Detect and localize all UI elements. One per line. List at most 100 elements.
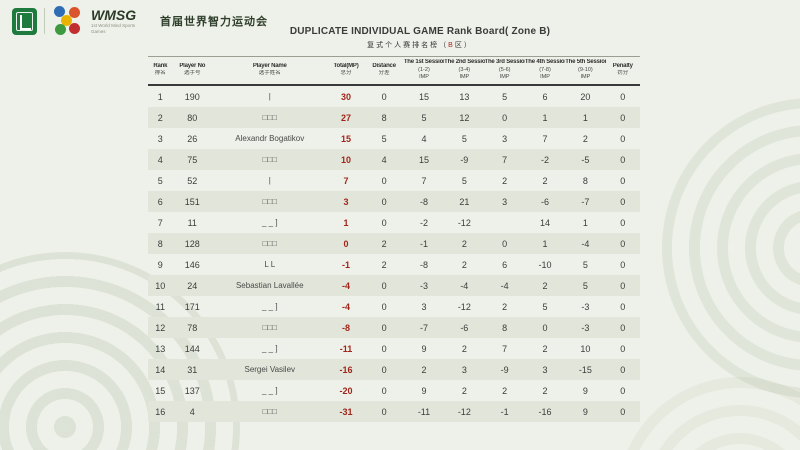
player-name-cell: | xyxy=(268,92,271,102)
table-row: 3 26 Alexandr Bogatikov 15 5 4 5 3 7 2 0 xyxy=(148,128,640,149)
table-row: 10 24 Sebastian Lavallée -4 0 -3 -4 -4 2 5 0 xyxy=(148,275,640,297)
rank-cell: 1 xyxy=(157,91,163,102)
session-4-cell: 1 xyxy=(542,238,548,249)
rank-cell: 13 xyxy=(155,343,166,354)
rank-cell: 9 xyxy=(157,259,163,270)
session-1-cell: 9 xyxy=(421,385,427,396)
table-row: 12 78 □□□ -8 0 -7 -6 8 0 -3 0 xyxy=(148,317,640,339)
distance-cell: 0 xyxy=(381,91,387,102)
table-row: 4 75 □□□ 10 4 15 -9 7 -2 -5 0 xyxy=(148,149,640,171)
distance-cell: 2 xyxy=(381,259,387,270)
col-header-1: Player No 选手号 xyxy=(179,62,206,77)
player-name-cell: Alexandr Bogatikov xyxy=(235,134,305,144)
distance-cell: 0 xyxy=(381,217,387,228)
penalty-cell: 0 xyxy=(620,364,626,375)
session-3-cell: 7 xyxy=(502,343,508,354)
total-cell: 30 xyxy=(341,91,352,102)
total-cell: -1 xyxy=(342,259,351,270)
session-3-cell: 3 xyxy=(502,133,508,144)
player-name-cell: □□□ xyxy=(262,113,278,123)
total-cell: -16 xyxy=(339,364,353,375)
player-no-cell: 146 xyxy=(184,259,200,270)
session-4-cell: 2 xyxy=(542,280,548,291)
total-cell: -4 xyxy=(342,301,351,312)
session-5-cell: -15 xyxy=(578,364,592,375)
session-5-cell: 10 xyxy=(580,343,591,354)
table-row: 2 80 □□□ 27 8 5 12 0 1 1 0 xyxy=(148,107,640,129)
session-1-cell: 7 xyxy=(421,175,427,186)
penalty-cell: 0 xyxy=(620,280,626,291)
penalty-cell: 0 xyxy=(620,343,626,354)
player-no-cell: 137 xyxy=(184,385,200,396)
session-1-cell: 2 xyxy=(421,364,427,375)
col-header-0: Rank 排名 xyxy=(153,62,168,77)
session-3-cell: 7 xyxy=(502,154,508,165)
total-cell: 1 xyxy=(343,217,349,228)
event-chinese-title: 首届世界智力运动会 xyxy=(160,16,268,28)
player-no-cell: 151 xyxy=(184,196,200,207)
board-title: DUPLICATE INDIVIDUAL GAME Rank Board( Zo… xyxy=(289,26,551,37)
distance-cell: 0 xyxy=(381,322,387,333)
total-cell: -8 xyxy=(342,322,351,333)
player-no-cell: 75 xyxy=(187,154,198,165)
session-1-cell: -2 xyxy=(419,217,428,228)
session-1-cell: 9 xyxy=(421,343,427,354)
table-row: 5 52 | 7 0 7 5 2 2 8 0 xyxy=(148,170,640,191)
session-5-cell: -3 xyxy=(581,301,590,312)
table-row: 1 190 | 30 0 15 13 5 6 20 0 xyxy=(148,85,640,107)
penalty-cell: 0 xyxy=(620,259,626,270)
table-row: 6 151 □□□ 3 0 -8 21 3 -6 -7 0 xyxy=(148,191,640,213)
distance-cell: 0 xyxy=(381,364,387,375)
player-name-cell: □□□ xyxy=(262,323,278,333)
session-4-cell: 2 xyxy=(542,175,548,186)
session-2-cell: 12 xyxy=(459,112,470,123)
player-name-cell: L L xyxy=(264,260,276,270)
player-no-cell: 171 xyxy=(184,301,200,312)
player-no-cell: 31 xyxy=(187,364,198,375)
rank-cell: 10 xyxy=(155,280,166,291)
player-no-cell: 52 xyxy=(187,175,198,186)
table-row: 15 137 _ _ ] -20 0 9 2 2 2 9 0 xyxy=(148,380,640,401)
session-4-cell: -16 xyxy=(538,406,552,417)
distance-cell: 0 xyxy=(381,196,387,207)
penalty-cell: 0 xyxy=(620,238,626,249)
session-3-cell: -9 xyxy=(500,364,509,375)
total-cell: 7 xyxy=(343,175,349,186)
player-name-cell: □□□ xyxy=(262,155,278,165)
col-header-8: The 4th Session (7-8) IMP xyxy=(524,59,566,80)
table-row: 9 146 L L -1 2 -8 2 6 -10 5 0 xyxy=(148,254,640,275)
total-cell: 3 xyxy=(343,196,349,207)
session-5-cell: 5 xyxy=(582,280,588,291)
player-name-cell: _ _ ] xyxy=(261,344,278,354)
col-header-10: Penalty 罚分 xyxy=(612,62,633,77)
session-5-cell: -5 xyxy=(581,154,590,165)
rank-cell: 3 xyxy=(157,133,163,144)
player-no-cell: 190 xyxy=(184,91,200,102)
distance-cell: 0 xyxy=(381,406,387,417)
table-row: 16 4 □□□ -31 0 -11 -12 -1 -16 9 0 xyxy=(148,401,640,423)
session-5-cell: -7 xyxy=(581,196,590,207)
session-3-cell: 3 xyxy=(502,196,508,207)
session-4-cell: -6 xyxy=(541,196,550,207)
session-5-cell: -4 xyxy=(581,238,590,249)
session-1-cell: 3 xyxy=(421,301,427,312)
wmsg-word: WMSG xyxy=(91,7,137,24)
session-3-cell: -4 xyxy=(500,280,509,291)
penalty-cell: 0 xyxy=(620,385,626,396)
session-2-cell: 3 xyxy=(461,364,467,375)
board-subtitle: 复式个人赛排名榜（B区） xyxy=(0,40,800,50)
session-2-cell: -12 xyxy=(457,406,471,417)
rank-cell: 6 xyxy=(157,196,163,207)
col-header-6: The 2nd Session (3-4) IMP xyxy=(444,59,485,80)
session-1-cell: 15 xyxy=(418,91,429,102)
player-no-cell: 144 xyxy=(184,343,200,354)
session-4-cell: 0 xyxy=(542,322,548,333)
distance-cell: 5 xyxy=(381,133,387,144)
brand-divider xyxy=(44,8,45,34)
col-header-5: The 1st Session (1-2) IMP xyxy=(403,59,445,80)
session-4-cell: 3 xyxy=(542,364,548,375)
distance-cell: 0 xyxy=(381,343,387,354)
session-2-cell: -9 xyxy=(460,154,469,165)
session-2-cell: 13 xyxy=(459,91,470,102)
